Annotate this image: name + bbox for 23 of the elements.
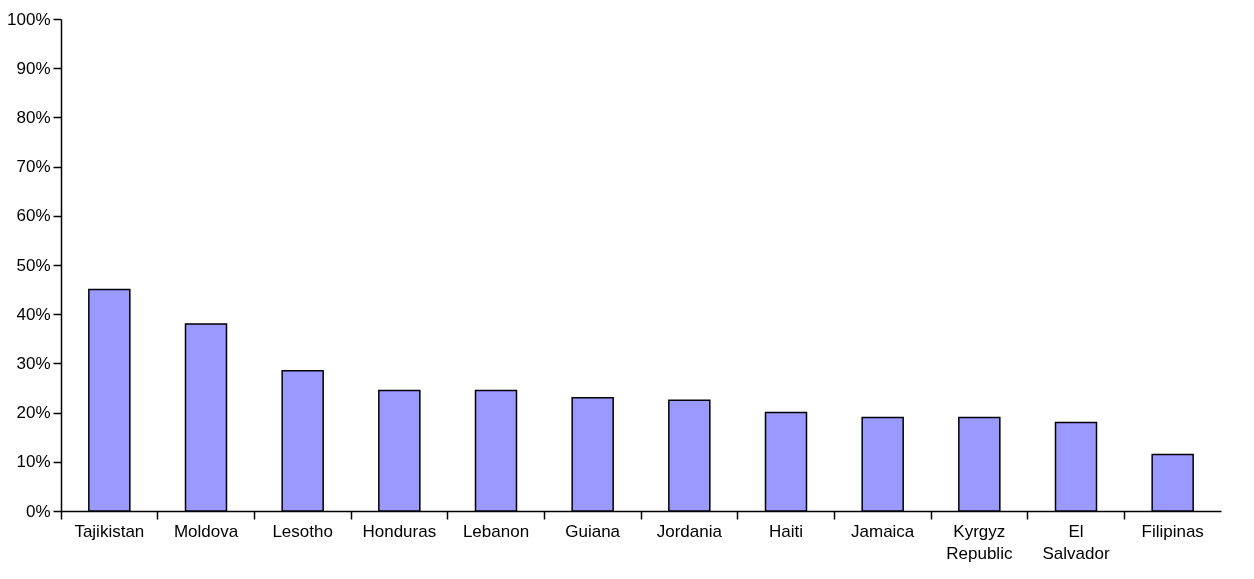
y-tick-label: 60% — [16, 206, 51, 226]
x-tick-label: Honduras — [362, 521, 437, 541]
x-tick-label: Guiana — [565, 521, 621, 541]
x-tick-label: El Salvador — [1042, 521, 1110, 563]
y-tick-label: 70% — [16, 157, 51, 177]
x-tick-label: Lebanon — [462, 521, 530, 541]
y-tick-label: 10% — [16, 452, 51, 472]
y-tick-label: 40% — [16, 304, 51, 324]
y-tick-label: 80% — [16, 107, 51, 127]
x-tick-label: Moldova — [173, 521, 239, 541]
y-tick-label: 20% — [16, 403, 51, 423]
y-tick-label: 30% — [16, 353, 51, 373]
x-tick-label: Tajikistan — [74, 521, 145, 541]
y-tick-label: 50% — [16, 255, 51, 275]
x-tick-label: Haiti — [768, 521, 804, 541]
x-tick-label: Jamaica — [851, 521, 915, 541]
x-tick-label: Kyrgyz Republic — [946, 521, 1013, 563]
x-tick-label: Filipinas — [1141, 521, 1204, 541]
y-tick-label: 100% — [7, 9, 51, 29]
x-tick-label: Jordania — [656, 521, 723, 541]
y-tick-label: 90% — [16, 58, 51, 78]
y-tick-label: 0% — [25, 501, 51, 521]
x-tick-label: Lesotho — [272, 521, 333, 541]
